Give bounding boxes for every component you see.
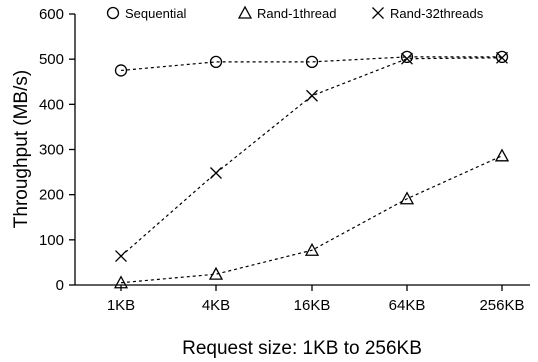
- legend: Sequential Rand-1thread Rand-32threads: [106, 5, 484, 21]
- series-line: [120, 155, 503, 284]
- y-tick-label: 500: [39, 51, 64, 68]
- data-point: [495, 50, 509, 64]
- legend-label: Rand-1thread: [257, 6, 337, 21]
- legend-label: Sequential: [125, 6, 187, 21]
- data-point: [114, 64, 128, 77]
- data-point: [306, 89, 318, 102]
- legend-label: Rand-32threads: [390, 6, 484, 21]
- data-point: [115, 250, 127, 263]
- y-axis-title: Throughput (MB/s): [11, 70, 32, 228]
- data-point: [399, 191, 415, 205]
- x-tick-label: 64KB: [389, 297, 426, 314]
- legend-item: Rand-32threads: [372, 6, 484, 21]
- data-point: [400, 50, 414, 64]
- y-tick-label: 100: [39, 232, 64, 249]
- series-line: [120, 57, 503, 257]
- data-point: [496, 51, 508, 64]
- legend-item: Rand-1thread: [237, 5, 337, 21]
- x-tick-label: 16KB: [294, 297, 331, 314]
- legend-item: Sequential: [106, 6, 187, 21]
- y-tick-label: 0: [56, 277, 64, 294]
- x-tick-label: 1KB: [107, 297, 135, 314]
- data-point: [401, 52, 413, 65]
- axes: [74, 14, 530, 286]
- legend-marker: [372, 7, 384, 19]
- data-point: [208, 266, 224, 280]
- legend-marker: [106, 6, 120, 20]
- series-rand-1thread: [113, 148, 510, 289]
- data-point: [210, 167, 222, 179]
- series-line: [120, 56, 502, 72]
- data-point: [304, 242, 320, 256]
- x-ticks: 1KB 4KB 16KB 64KB 256KB: [107, 285, 525, 314]
- data-point: [494, 148, 510, 162]
- data-point: [305, 55, 319, 69]
- series-sequential: [114, 50, 509, 77]
- legend-marker: [237, 5, 253, 19]
- x-tick-label: 256KB: [479, 297, 524, 314]
- y-tick-label: 300: [39, 142, 64, 159]
- series-layer: [113, 50, 510, 289]
- x-tick-label: 4KB: [202, 297, 230, 314]
- y-tick-label: 600: [39, 6, 64, 23]
- data-point: [209, 55, 223, 69]
- series-rand-32threads: [115, 51, 508, 263]
- y-tick-label: 400: [39, 96, 64, 113]
- y-tick-label: 200: [39, 187, 64, 204]
- data-point: [113, 275, 129, 289]
- y-ticks: 0 100 200 300 400 500 600: [39, 6, 75, 294]
- x-axis-title: Request size: 1KB to 256KB: [182, 338, 422, 359]
